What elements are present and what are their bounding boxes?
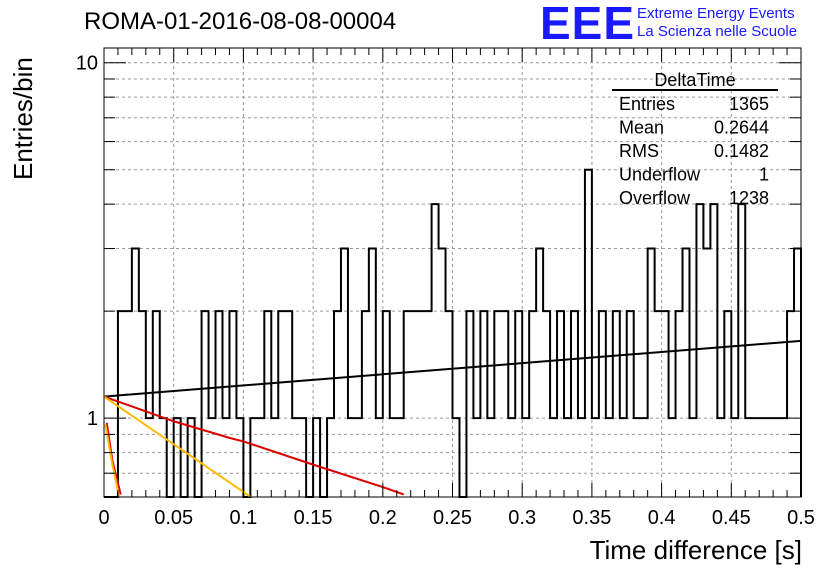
fit-line [103, 339, 802, 398]
chart-title: ROMA-01-2016-08-08-00004 [84, 8, 397, 35]
stats-value: 1365 [729, 94, 769, 114]
x-tick-label: 0 [98, 507, 109, 529]
stats-value: 0.1482 [714, 141, 769, 161]
fit-line [103, 395, 251, 498]
stats-value: 0.2644 [714, 118, 769, 138]
x-tick-label: 0.4 [648, 507, 676, 529]
fit-line [103, 395, 405, 496]
x-tick-label: 0.25 [433, 507, 472, 529]
logo-line-1: Extreme Energy Events [637, 5, 795, 22]
stats-label: Underflow [619, 165, 701, 185]
x-tick-label: 0.05 [154, 507, 193, 529]
stats-label: Entries [619, 94, 675, 114]
x-tick-label: 0.35 [572, 507, 611, 529]
y-tick-label: 1 [87, 408, 98, 430]
stats-label: Mean [619, 118, 664, 138]
y-tick-label: 10 [76, 53, 98, 75]
x-tick-label: 0.5 [787, 507, 815, 529]
x-tick-label: 0.1 [229, 507, 257, 529]
x-tick-label: 0.15 [294, 507, 333, 529]
stats-value: 1238 [729, 188, 769, 208]
fit-line [104, 424, 121, 498]
eee-logo: EEE [540, 0, 636, 49]
stats-label: Overflow [619, 188, 691, 208]
x-tick-label: 0.2 [369, 507, 397, 529]
histogram-outline [104, 168, 802, 498]
x-tick-label: 0.45 [712, 507, 751, 529]
stats-value: 1 [759, 165, 769, 185]
stats-label: RMS [619, 141, 659, 161]
x-tick-label: 0.3 [508, 507, 536, 529]
logo-line-2: La Scienza nelle Scuole [637, 23, 798, 40]
stats-title: DeltaTime [654, 70, 735, 90]
x-axis-label: Time difference [s] [589, 535, 802, 565]
